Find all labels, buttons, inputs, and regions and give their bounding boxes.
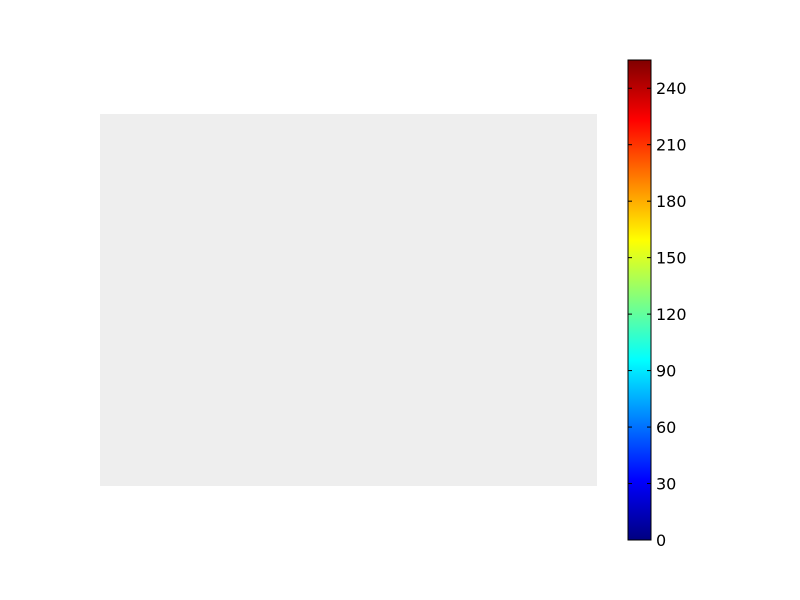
colorbar-tick-label: 120 (656, 305, 687, 324)
colorbar-ticks: 0 30 60 90 120 150 180 210 240 (628, 79, 687, 550)
colorbar-fill (628, 60, 651, 540)
colorbar-outline (627, 59, 652, 541)
colorbar: 0 30 60 90 120 150 180 210 240 (627, 59, 687, 550)
colorbar-tick-label: 90 (656, 362, 676, 381)
colorbar-tick-label: 0 (656, 531, 666, 550)
colorbar-tick-label: 60 (656, 418, 676, 437)
colorbar-tick-label: 240 (656, 79, 687, 98)
colorbar-tick-label: 180 (656, 192, 687, 211)
colorbar-tick-label: 150 (656, 249, 687, 268)
colorbar-tick-label: 210 (656, 136, 687, 155)
colorbar-tick-label: 30 (656, 475, 676, 494)
heatmap-image (100, 114, 597, 486)
